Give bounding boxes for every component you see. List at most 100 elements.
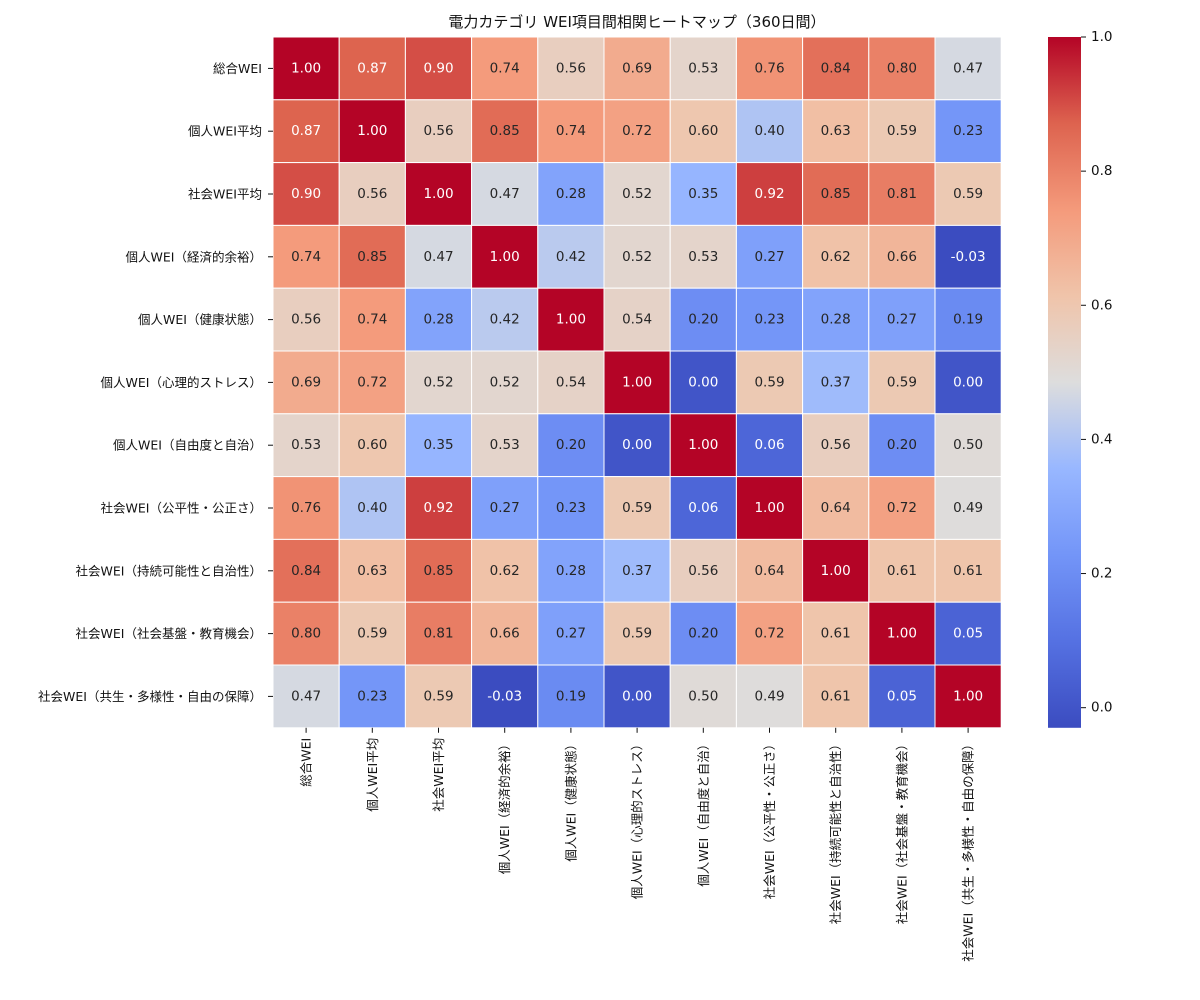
cell-value-label-r6-c4: 0.20 <box>556 437 586 453</box>
cell-value-label-r3-c8: 0.62 <box>821 249 851 265</box>
cell-value-label-r9-c2: 0.81 <box>423 626 453 642</box>
cell-value-label-r3-c1: 0.85 <box>357 249 387 265</box>
heatmap-cell-r0-c7 <box>735 36 804 101</box>
heatmap-cell-r6-c3 <box>471 413 539 478</box>
cell-value-label-r5-c3: 0.52 <box>490 374 520 390</box>
heatmap-cell-r10-c2 <box>404 664 473 729</box>
cell-value-label-r4-c0: 0.56 <box>291 312 321 328</box>
cell-value-label-r7-c10: 0.49 <box>953 500 983 516</box>
heatmap-cell-r3-c9 <box>868 224 936 289</box>
cell-value-label-r4-c9: 0.27 <box>887 312 917 328</box>
heatmap-cell-r4-c2 <box>404 287 473 352</box>
cell-value-label-r0-c4: 0.56 <box>556 60 586 76</box>
heatmap-cell-r0-c1 <box>338 36 406 101</box>
cell-value-label-r1-c9: 0.59 <box>887 123 917 139</box>
cell-value-label-r5-c6: 0.00 <box>688 374 718 390</box>
cell-value-label-r1-c2: 0.56 <box>423 123 453 139</box>
heatmap-cell-r6-c10 <box>934 413 1002 478</box>
heatmap-cell-r1-c5 <box>603 99 671 164</box>
cell-value-label-r10-c3: -0.03 <box>487 688 522 704</box>
cell-value-label-r4-c4: 1.00 <box>556 312 586 328</box>
cell-value-label-r0-c1: 0.87 <box>357 60 387 76</box>
cell-value-label-r9-c3: 0.66 <box>490 626 520 642</box>
heatmap-cell-r9-c5 <box>603 601 671 666</box>
heatmap-cell-r3-c8 <box>802 224 870 289</box>
heatmap-cell-r1-c8 <box>802 99 870 164</box>
cell-value-label-r8-c3: 0.62 <box>490 563 520 579</box>
heatmap-cell-r8-c10 <box>934 538 1002 603</box>
x-axis: 総合WEI 個人WEI平均 社会WEI平均 個人WEI（経済的余裕） 個人WEI（健康状… <box>299 727 976 962</box>
colorbar-gradient <box>1048 37 1081 728</box>
cell-value-label-r8-c6: 0.56 <box>688 563 718 579</box>
x-tick-label-4: 個人WEI（健康状態） <box>563 738 578 862</box>
cell-value-label-r4-c6: 0.20 <box>688 312 718 328</box>
heatmap-cell-r2-c2 <box>404 162 473 226</box>
heatmap-cell-labels: 1.00 0.87 0.90 0.74 0.56 0.69 0.53 0.76 0.84 0.80… <box>291 60 986 704</box>
cell-value-label-r0-c9: 0.80 <box>887 60 917 76</box>
heatmap-cell-r3-c6 <box>669 224 737 289</box>
heatmap-cell-r9-c0 <box>272 601 340 666</box>
cell-value-label-r7-c2: 0.92 <box>423 500 453 516</box>
x-tick-label-3: 個人WEI（経済的余裕） <box>497 738 512 874</box>
heatmap-cell-r10-c4 <box>537 664 605 729</box>
cell-value-label-r3-c7: 0.27 <box>754 249 784 265</box>
cell-value-label-r3-c4: 0.42 <box>556 249 586 265</box>
cell-value-label-r7-c8: 0.64 <box>821 500 851 516</box>
cell-value-label-r5-c10: 0.00 <box>953 374 983 390</box>
cell-value-label-r1-c4: 0.74 <box>556 123 586 139</box>
y-tick-label-8: 社会WEI（持続可能性と自治性） <box>76 563 262 578</box>
cell-value-label-r10-c6: 0.50 <box>688 688 718 704</box>
heatmap-cell-r5-c3 <box>471 350 539 415</box>
cell-value-label-r10-c10: 1.00 <box>953 688 983 704</box>
cell-value-label-r0-c3: 0.74 <box>490 60 520 76</box>
heatmap-cell-r9-c10 <box>934 601 1002 666</box>
y-tick-label-3: 個人WEI（経済的余裕） <box>126 249 262 264</box>
cell-value-label-r6-c5: 0.00 <box>622 437 652 453</box>
cell-value-label-r2-c6: 0.35 <box>688 186 718 202</box>
heatmap-cell-r3-c5 <box>603 224 671 289</box>
cell-value-label-r8-c8: 1.00 <box>821 563 851 579</box>
cell-value-label-r9-c7: 0.72 <box>754 626 784 642</box>
y-tick-label-2: 社会WEI平均 <box>188 187 262 202</box>
cell-value-label-r8-c1: 0.63 <box>357 563 387 579</box>
cell-value-label-r7-c5: 0.59 <box>622 500 652 516</box>
cell-value-label-r2-c1: 0.56 <box>357 186 387 202</box>
cell-value-label-r9-c1: 0.59 <box>357 626 387 642</box>
cell-value-label-r6-c6: 1.00 <box>688 437 718 453</box>
heatmap-cell-r7-c3 <box>471 476 539 540</box>
cell-value-label-r8-c7: 0.64 <box>754 563 784 579</box>
heatmap-cell-r8-c0 <box>272 538 340 603</box>
x-tick-label-7: 社会WEI（公平性・公正さ） <box>762 738 777 899</box>
x-tick-label-5: 個人WEI（心理的ストレス） <box>630 738 645 899</box>
heatmap-cell-r6-c6 <box>669 413 737 478</box>
heatmap-cell-r7-c1 <box>338 476 406 540</box>
cell-value-label-r7-c6: 0.06 <box>688 500 718 516</box>
cell-value-label-r4-c7: 0.23 <box>754 312 784 328</box>
cell-value-label-r10-c1: 0.23 <box>357 688 387 704</box>
cell-value-label-r1-c8: 0.63 <box>821 123 851 139</box>
cell-value-label-r9-c5: 0.59 <box>622 626 652 642</box>
cell-value-label-r8-c10: 0.61 <box>953 563 983 579</box>
cell-value-label-r10-c2: 0.59 <box>423 688 453 704</box>
heatmap-cell-r0-c9 <box>868 36 936 101</box>
heatmap-cell-r9-c4 <box>537 601 605 666</box>
heatmap-cell-r2-c5 <box>603 162 671 226</box>
heatmap-cell-r4-c8 <box>802 287 870 352</box>
cell-value-label-r3-c10: -0.03 <box>951 249 986 265</box>
cell-value-label-r4-c10: 0.19 <box>953 312 983 328</box>
heatmap-cell-r1-c0 <box>272 99 340 164</box>
cell-value-label-r0-c8: 0.84 <box>821 60 851 76</box>
heatmap-cell-r0-c0 <box>272 36 340 101</box>
cell-value-label-r6-c3: 0.53 <box>490 437 520 453</box>
heatmap-cell-r8-c2 <box>404 538 473 603</box>
cell-value-label-r1-c5: 0.72 <box>622 123 652 139</box>
cell-value-label-r9-c6: 0.20 <box>688 626 718 642</box>
cell-value-label-r4-c2: 0.28 <box>423 312 453 328</box>
heatmap-cell-r8-c5 <box>603 538 671 603</box>
y-tick-label-5: 個人WEI（心理的ストレス） <box>101 375 262 390</box>
heatmap-cell-r10-c5 <box>603 664 671 729</box>
heatmap-cell-r1-c4 <box>537 99 605 164</box>
cell-value-label-r9-c10: 0.05 <box>953 626 983 642</box>
heatmap-cell-r7-c5 <box>603 476 671 540</box>
